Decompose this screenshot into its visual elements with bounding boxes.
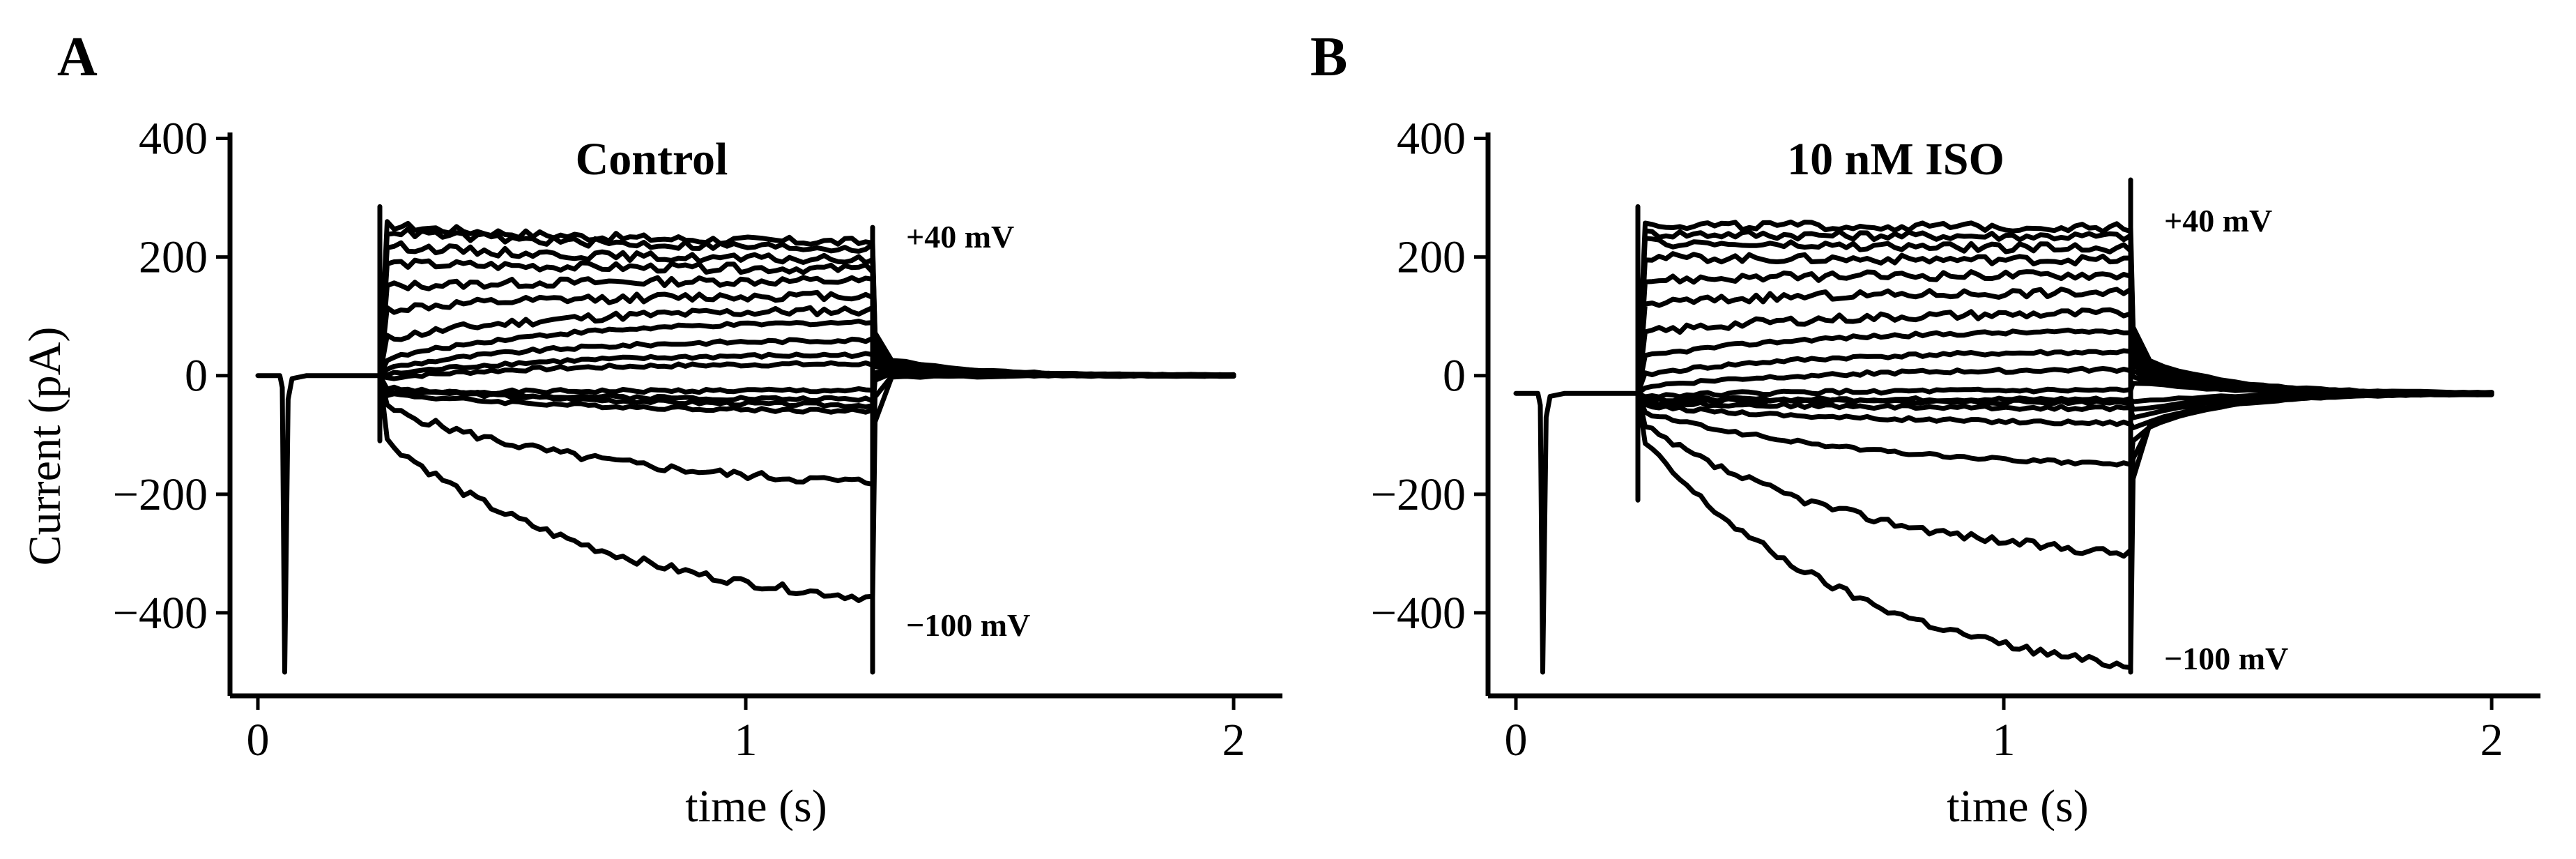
panel-b: B 10 nM ISO time (s) +40 mV −100 mV 0 1 2 4… [1310, 26, 2540, 832]
x-tick-label: 0 [1505, 715, 1528, 766]
panel-a: A Control Current (pA) time (s) +40 mV −… [20, 26, 1282, 832]
x-tick-label: 1 [1993, 715, 2016, 766]
current-trace [1635, 390, 2494, 559]
x-tick-label: 0 [247, 715, 270, 766]
x-axis-title: time (s) [685, 781, 827, 832]
holding-trace [1513, 390, 1641, 675]
plot-area: 0 1 2 400 200 0 −200 −400 [113, 114, 1282, 766]
x-axis-title: time (s) [1947, 781, 2088, 832]
current-trace [1635, 219, 2494, 396]
plot-area: 0 1 2 400 200 0 −200 −400 [1371, 114, 2540, 766]
y-tick-label: 0 [1443, 351, 1466, 402]
y-tick-label: 400 [139, 114, 208, 165]
panel-label: B [1310, 26, 1347, 88]
chart-title: 10 nM ISO [1787, 134, 2004, 185]
y-tick-label: −200 [1371, 469, 1466, 520]
y-tick-label: −400 [113, 588, 208, 639]
current-trace [1635, 390, 2494, 670]
current-trace [377, 219, 1236, 379]
chart-title: Control [576, 134, 728, 185]
annotation-plus40: +40 mV [906, 219, 1014, 254]
y-tick-label: 400 [1397, 114, 1466, 165]
current-trace [377, 372, 1236, 603]
y-axis-title: Current (pA) [20, 327, 70, 566]
y-tick-label: −400 [1371, 588, 1466, 639]
x-tick-label: 2 [2481, 715, 2504, 766]
y-tick-label: 200 [139, 232, 208, 283]
panel-label: A [57, 26, 98, 88]
x-tick-label: 2 [1222, 715, 1245, 766]
annotation-minus100: −100 mV [906, 607, 1030, 643]
y-tick-label: −200 [113, 469, 208, 520]
annotation-minus100: −100 mV [2164, 641, 2288, 676]
y-tick-label: 0 [185, 351, 208, 402]
annotation-plus40: +40 mV [2164, 203, 2272, 238]
y-tick-label: 200 [1397, 232, 1466, 283]
holding-trace [255, 373, 383, 675]
x-tick-label: 1 [735, 715, 758, 766]
